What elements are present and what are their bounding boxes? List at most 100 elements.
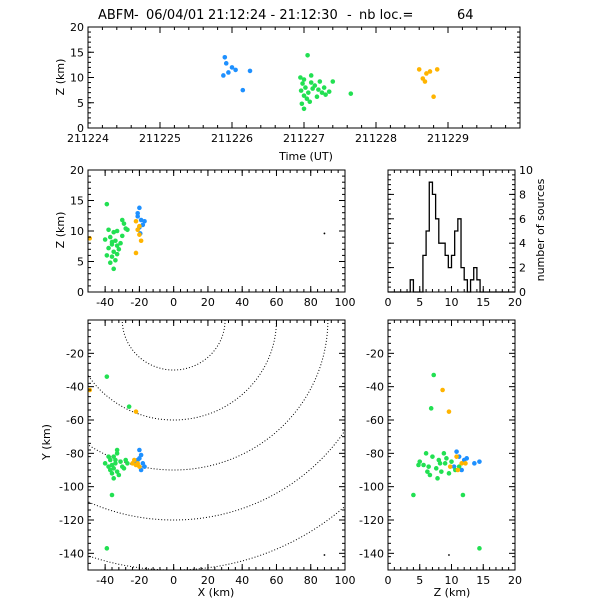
data-point-green [430, 454, 435, 459]
data-point-orange [135, 227, 140, 233]
data-point-green [321, 85, 327, 90]
y-tick-label: -40 [66, 381, 84, 394]
data-point-blue [454, 449, 459, 454]
histogram-ylabel: number of sources [534, 178, 547, 281]
x-tick-label: 20 [508, 296, 522, 309]
data-point-green [121, 221, 127, 226]
data-point-green [111, 266, 116, 272]
range-ring [88, 429, 345, 521]
data-point-orange [137, 232, 142, 237]
x-tick-label: -20 [130, 574, 148, 587]
y-tick-label: -20 [366, 347, 384, 360]
data-point-green [446, 471, 452, 476]
y-tick-label: -20 [66, 347, 84, 360]
y-tick-label: 10 [519, 164, 533, 177]
y-tick-label: 0 [519, 286, 526, 299]
data-point-green [449, 459, 454, 464]
y-tick-label: -100 [59, 481, 84, 494]
data-point-green [114, 447, 120, 453]
data-point-axis [323, 554, 326, 556]
y-tick-label: 5 [77, 97, 84, 110]
scatter-points [221, 52, 440, 112]
data-point-green [306, 90, 311, 95]
data-point-green [307, 99, 313, 105]
data-point-green [301, 93, 307, 98]
x-tick-label: 20 [508, 574, 522, 587]
data-point-green [107, 260, 113, 266]
data-point-orange [137, 464, 142, 469]
data-point-green [298, 88, 304, 93]
data-point-green [116, 472, 122, 478]
x-tick-label: 40 [235, 574, 249, 587]
y-tick-label: 10 [70, 225, 84, 238]
data-point-blue [472, 461, 477, 466]
data-point-orange [440, 387, 445, 393]
y-tick-label: 0 [77, 122, 84, 135]
data-point-green [111, 466, 116, 471]
x-tick-label: 15 [476, 296, 490, 309]
data-point-green [106, 454, 111, 459]
data-point-green [104, 201, 110, 207]
data-point-green [442, 461, 448, 466]
data-point-green [305, 52, 310, 58]
x-tick-label: -40 [96, 574, 114, 587]
y-tick-label: 5 [77, 256, 84, 269]
range-ring [88, 320, 277, 421]
data-point-orange [431, 94, 436, 99]
data-point-orange [427, 69, 433, 74]
x-tick-label: 60 [269, 574, 283, 587]
x-tick-label: 0 [170, 296, 177, 309]
data-point-green [314, 94, 320, 99]
data-point-orange [137, 223, 142, 229]
data-point-green [104, 253, 110, 258]
data-point-green [113, 257, 118, 263]
x-tick-label: 40 [235, 296, 249, 309]
title-sep-1: - [134, 8, 139, 23]
x-tick-label: 15 [476, 574, 490, 587]
scatter-points [411, 372, 482, 556]
y-tick-label: 15 [70, 195, 84, 208]
data-point-blue [464, 456, 470, 461]
data-point-green [298, 75, 303, 80]
data-point-green [348, 91, 354, 96]
y-tick-label: -80 [66, 447, 84, 460]
x-y-plan-ylabel: Y (km) [40, 424, 53, 461]
data-point-green [125, 461, 130, 466]
data-point-green [310, 86, 315, 91]
x-tick-label: 211226 [211, 132, 253, 145]
y-tick-label: 15 [70, 46, 84, 59]
x-tick-label: 80 [304, 296, 318, 309]
x-tick-label: 100 [335, 296, 356, 309]
data-point-blue [247, 68, 253, 74]
data-point-green [323, 92, 328, 97]
data-point-green [477, 546, 482, 551]
data-point-green [111, 476, 116, 481]
histogram-outline [388, 181, 515, 293]
panel-height-y: Z (km) 0 5 10 15 20 -140 -120 -100 -80 -60 -40 -20 [359, 319, 522, 599]
data-point-blue [137, 456, 142, 461]
y-tick-label: 2 [519, 262, 526, 275]
data-point-green [113, 457, 118, 463]
data-point-green [109, 239, 115, 245]
title-station: ABFM [98, 8, 135, 23]
data-point-green [423, 451, 429, 456]
data-point-green [107, 234, 113, 240]
data-point-green [317, 79, 323, 84]
x-height-ylabel: Z (km) [54, 212, 67, 249]
figure-title: ABFM - 06/04/01 21:12:24 - 21:12:30 - nb… [98, 8, 474, 23]
data-point-orange [463, 461, 468, 466]
data-point-green [308, 73, 314, 78]
data-point-orange [138, 238, 144, 244]
y-tick-label: -60 [366, 414, 384, 427]
data-point-green [301, 77, 307, 82]
plot-frame [387, 169, 516, 293]
data-point-orange [133, 250, 139, 256]
x-tick-label: 100 [335, 574, 356, 587]
title-count-label: nb loc.= [359, 8, 413, 23]
x-tick-label: 5 [416, 574, 423, 587]
data-point-green [111, 249, 116, 255]
data-point-green [116, 247, 122, 252]
data-point-blue [233, 67, 238, 73]
data-point-green [126, 404, 132, 409]
histogram-bars [388, 181, 515, 293]
